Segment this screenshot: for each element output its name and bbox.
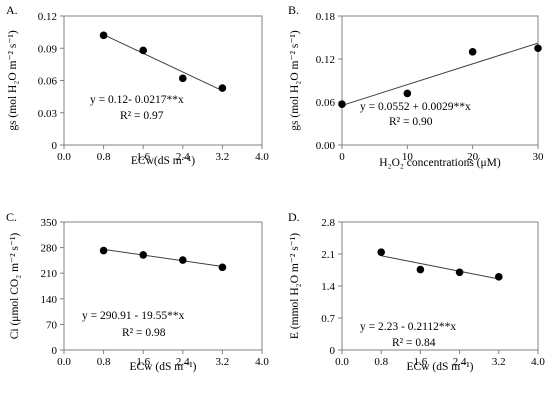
x-tick-label: 0.0 [57, 151, 71, 163]
x-tick-label: 0.0 [57, 356, 71, 368]
data-point [179, 74, 187, 83]
y-tick-label: 0 [330, 345, 336, 357]
y-tick-label: 0.12 [38, 11, 57, 23]
panel-label: D. [288, 210, 300, 224]
panel-label: B. [288, 3, 299, 17]
panel-d: 0.0 0.8 1.6 2.4 3.2 4.0 0 0.7 1.4 2.1 2.8 y = 2.23 … [288, 210, 545, 373]
data-point [534, 44, 542, 53]
r-squared-label: R² = 0.97 [120, 110, 164, 122]
panel-c: 0.0 0.8 1.6 2.4 3.2 4.0 0 70 140 210 280 350 y = 290… [6, 210, 269, 373]
x-tick-label: 0.8 [97, 151, 111, 163]
x-tick-label: 30 [533, 151, 545, 163]
y-tick-label: 0.7 [321, 313, 335, 325]
y-tick-label: 0.18 [316, 11, 336, 23]
data-point [179, 256, 187, 264]
x-tick-label: 3.2 [216, 151, 230, 163]
x-axis-label: H₂O₂ concentrations (μM) [379, 157, 501, 169]
data-point [377, 248, 386, 256]
y-axis-label: gs (mol H₂O m⁻² s⁻¹) [7, 30, 19, 131]
x-tick-label: 2.4 [176, 356, 190, 368]
data-point [495, 273, 503, 281]
regression-equation: y = 0.0552 + 0.0029**x [360, 101, 471, 113]
y-axis-label: E (mmol H₂O m⁻² s⁻¹) [289, 233, 301, 339]
data-point [139, 46, 147, 55]
y-tick-label: 0.12 [316, 54, 335, 66]
x-tick-label: 4.0 [255, 151, 269, 163]
data-point [139, 251, 147, 259]
y-axis-label: Ci (μmol CO₂ m⁻² s⁻¹) [9, 233, 21, 340]
x-tick-label: 4.0 [255, 356, 269, 368]
y-tick-label: 140 [41, 294, 58, 306]
plot-frame [341, 15, 539, 146]
panel-a: 0.0 0.8 1.6 2.4 3.2 4.0 0 0.03 0.06 0.09 0.12 y = 0… [6, 3, 269, 167]
y-tick-label: 0.09 [38, 43, 58, 55]
data-point [99, 246, 108, 255]
y-tick-label: 210 [41, 268, 58, 280]
x-tick-label: 10 [402, 151, 414, 163]
data-point [218, 84, 227, 92]
r-squared-label: R² = 0.84 [392, 337, 436, 349]
y-tick-label: 0.06 [316, 97, 336, 109]
x-tick-label: 20 [467, 151, 479, 163]
trend-line [103, 34, 223, 92]
regression-equation: y = 290.91 - 19.55**x [82, 310, 185, 322]
y-tick-label: 0 [52, 140, 58, 152]
data-point [455, 268, 464, 277]
y-tick-label: 1.4 [321, 281, 335, 293]
x-tick-label: 1.6 [136, 356, 150, 368]
data-point [468, 48, 477, 56]
x-tick-label: 2.4 [176, 151, 190, 163]
y-axis-label: gs (mol H₂O m⁻² s⁻¹) [289, 30, 301, 131]
x-axis-label: ECw (dS m⁻¹) [406, 361, 473, 373]
x-tick-label: 4.0 [531, 356, 545, 368]
data-point [416, 265, 425, 274]
x-tick-label: 0.0 [335, 356, 349, 368]
y-tick-label: 0.06 [38, 76, 58, 88]
r-squared-label: R² = 0.90 [389, 116, 433, 128]
data-point [99, 31, 108, 40]
y-tick-label: 280 [41, 243, 58, 255]
regression-equation: y = 2.23 - 0.2112**x [360, 321, 456, 333]
x-axis-label: ECw(dS m⁻¹) [131, 155, 195, 167]
trend-line [103, 248, 223, 267]
trend-line [381, 255, 499, 280]
x-tick-label: 1.6 [136, 151, 150, 163]
x-tick-label: 0.8 [97, 356, 111, 368]
y-tick-label: 0.00 [316, 140, 336, 152]
y-tick-label: 2.1 [321, 249, 335, 261]
regression-equation: y = 0.12- 0.0217**x [90, 94, 184, 106]
y-tick-label: 350 [41, 217, 58, 229]
r-squared-label: R² = 0.98 [122, 327, 166, 339]
plot-frame [63, 221, 263, 351]
panel-label: A. [6, 3, 18, 17]
x-tick-label: 0.8 [374, 356, 388, 368]
data-point [218, 263, 227, 272]
y-tick-label: 2.8 [321, 217, 335, 229]
x-tick-label: 1.6 [414, 356, 428, 368]
panel-label: C. [6, 210, 17, 224]
x-tick-label: 2.4 [453, 356, 467, 368]
data-point [403, 89, 412, 98]
panel-b: 0 10 20 30 0.00 0.06 0.12 0.18 y = 0.0552 + 0.00… [288, 3, 544, 169]
y-tick-label: 70 [46, 319, 58, 331]
y-tick-label: 0.03 [38, 108, 58, 120]
x-tick-label: 0 [339, 151, 345, 163]
x-tick-label: 3.2 [492, 356, 506, 368]
y-tick-label: 0 [52, 345, 58, 357]
plot-frame [63, 15, 263, 146]
x-axis-label: ECw (dS m⁻¹) [129, 361, 196, 373]
x-tick-label: 3.2 [216, 356, 230, 368]
data-point [338, 100, 346, 108]
trend-line [341, 42, 539, 106]
